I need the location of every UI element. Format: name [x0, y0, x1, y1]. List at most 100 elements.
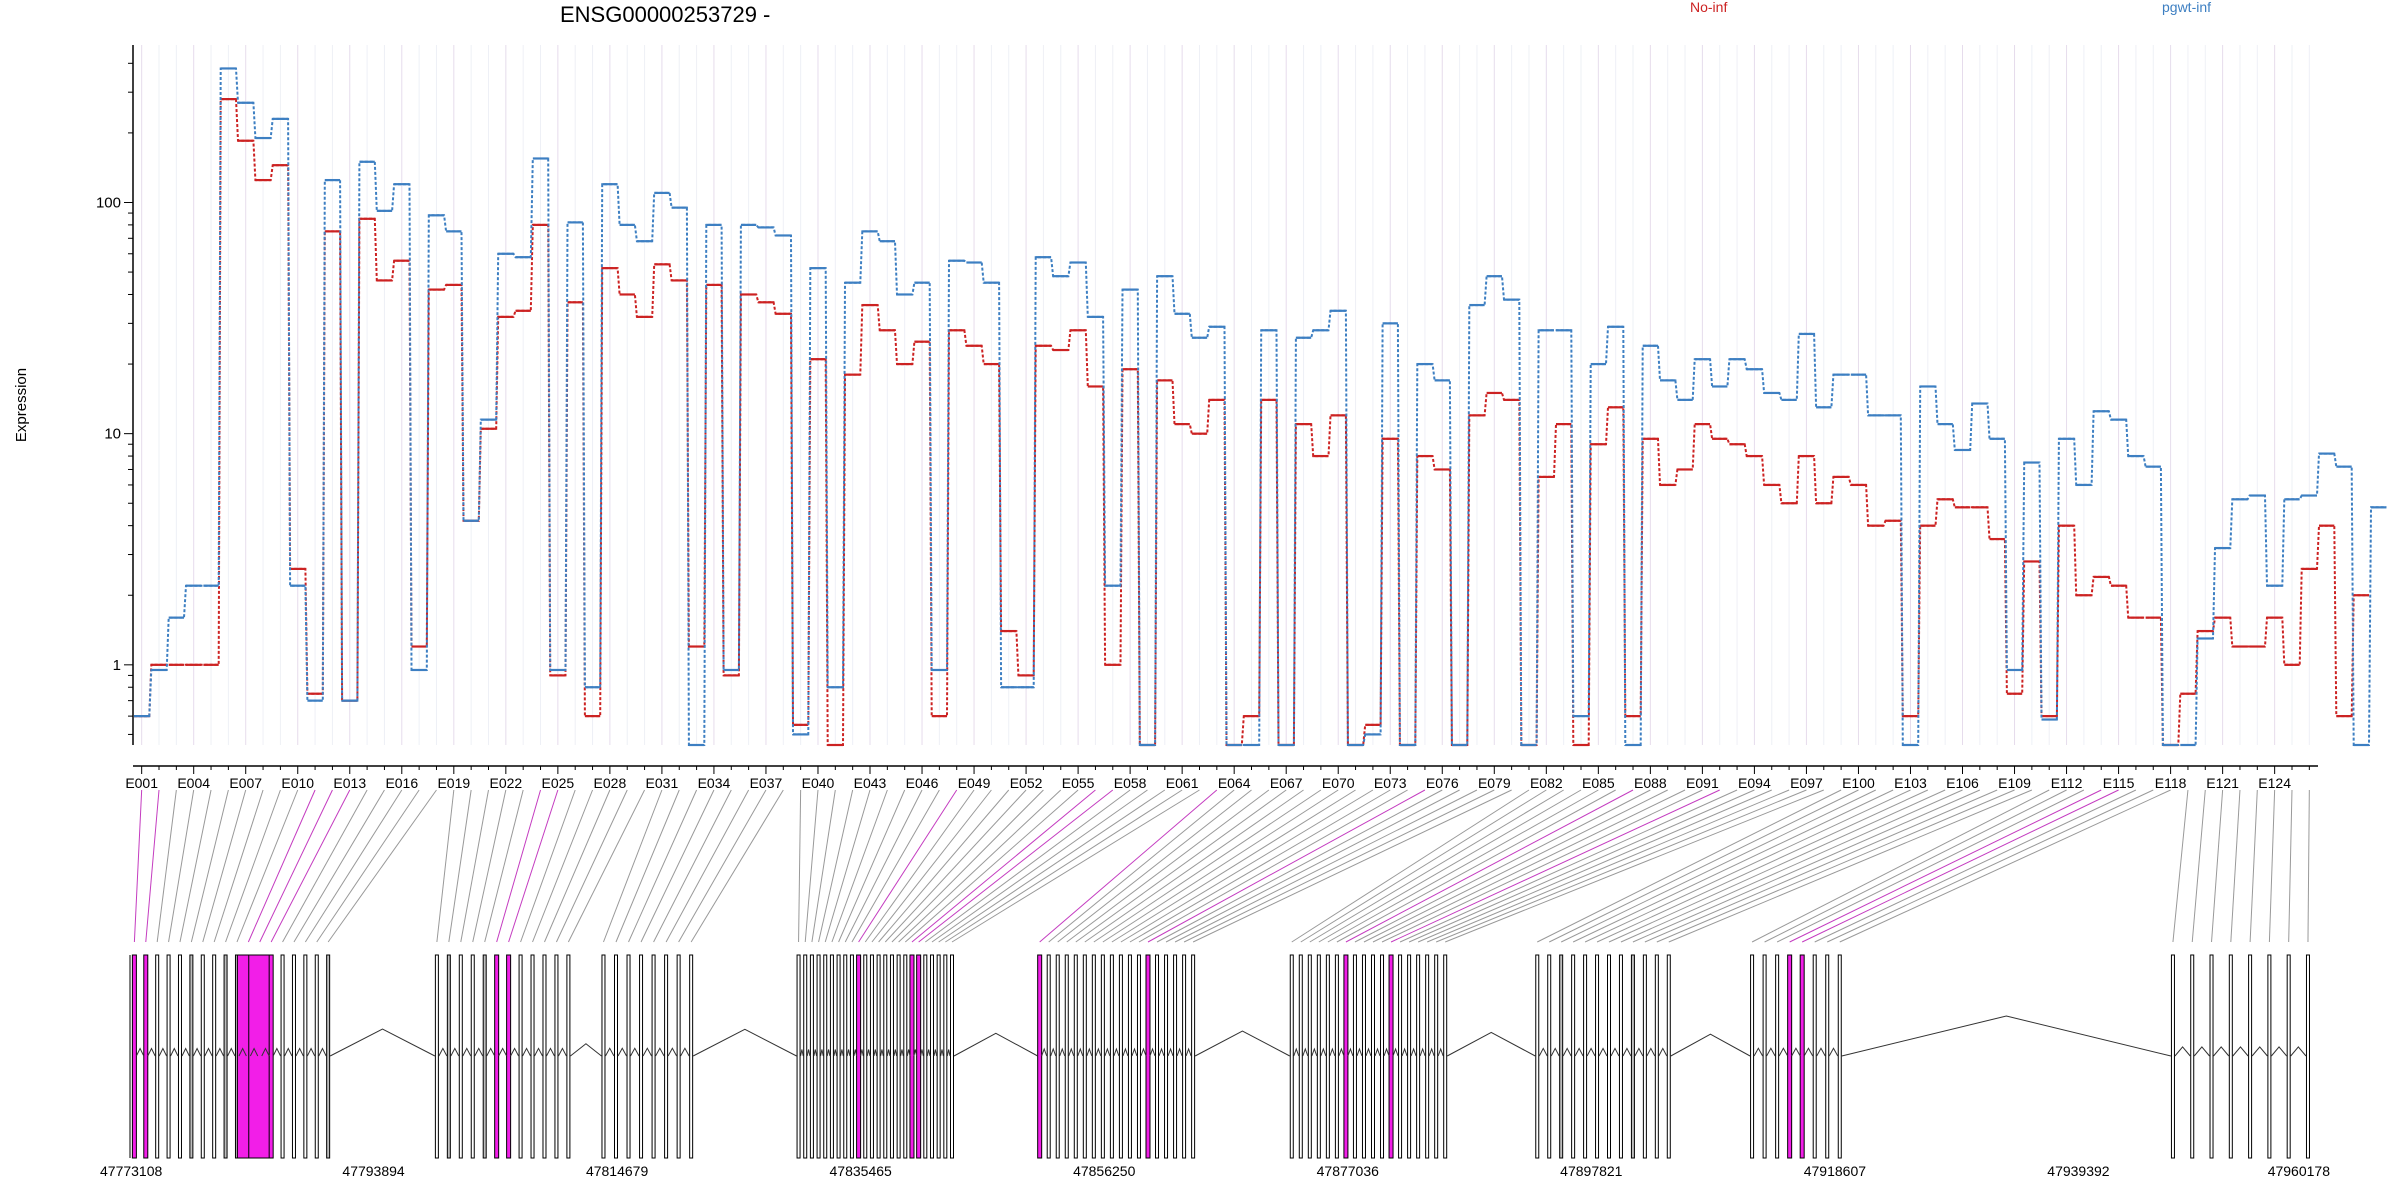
y-tick-label: 10 [104, 426, 121, 443]
intron-12 [261, 1047, 270, 1057]
exon-label: E112 [2051, 775, 2083, 791]
intron-59 [933, 1049, 938, 1057]
intron-19 [438, 1047, 448, 1057]
intron-82 [1302, 1047, 1309, 1057]
intron-76 [1158, 1047, 1165, 1057]
intron-42 [820, 1049, 824, 1057]
exon-block-5 [177, 954, 182, 1159]
connector-71 [1111, 789, 1356, 943]
connector-115 [1801, 789, 2119, 943]
chart-title: ENSG00000253729 - [560, 2, 770, 27]
exon-label: E022 [489, 775, 522, 791]
intron-77 [1167, 1047, 1174, 1057]
exon-block-77 [1164, 954, 1169, 1159]
intron-9 [227, 1047, 236, 1057]
exon-label: E115 [2103, 775, 2135, 791]
exon-block-124 [2267, 954, 2272, 1159]
intron-92 [1392, 1047, 1399, 1057]
intron-27 [534, 1047, 543, 1057]
exon-block-38 [689, 954, 694, 1159]
exon-block-15 [291, 954, 296, 1159]
exon-block-51 [876, 954, 881, 1159]
connector-48 [858, 789, 958, 943]
connector-100 [1548, 789, 1859, 943]
intron-78 [1176, 1047, 1183, 1057]
exon-block-63 [1037, 954, 1043, 1159]
connector-99 [1537, 789, 1842, 943]
exon-label: E025 [542, 775, 575, 791]
intron-105 [1610, 1047, 1620, 1057]
genomic-tick-label: 47939392 [2047, 1163, 2110, 1179]
intron-11 [249, 1047, 259, 1057]
exon-block-47 [849, 954, 854, 1159]
exon-label: E097 [1790, 775, 1823, 791]
intron-103 [1586, 1047, 1596, 1057]
connector-24 [496, 789, 542, 943]
connector-126 [2307, 789, 2310, 943]
intron-65 [1059, 1047, 1066, 1057]
intron-93 [1401, 1047, 1408, 1057]
intron-60 [940, 1049, 944, 1057]
exon-block-35 [651, 954, 656, 1159]
connector-104 [1596, 789, 1929, 943]
connector-116 [1814, 789, 2137, 943]
intron-117 [1828, 1047, 1839, 1057]
connector-3 [156, 789, 177, 943]
exon-block-50 [869, 954, 874, 1159]
connector-16 [304, 789, 403, 943]
intron-58 [926, 1049, 931, 1057]
exon-block-115 [1799, 954, 1805, 1159]
connector-60 [938, 789, 1166, 943]
connector-35 [653, 789, 732, 943]
exon-block-19 [434, 954, 439, 1159]
intron-106 [1622, 1047, 1632, 1057]
exon-block-100 [1547, 954, 1552, 1159]
connector-66 [1066, 789, 1270, 943]
intron-69 [1095, 1047, 1102, 1057]
exon-block-82 [1298, 954, 1303, 1159]
exon-label: E064 [1218, 775, 1251, 791]
legend-no-inf: No-inf [1690, 0, 1727, 15]
connector-94 [1408, 789, 1755, 943]
intron-81 [1293, 1047, 1300, 1057]
exon-block-112 [1762, 954, 1767, 1159]
connector-50 [871, 789, 992, 943]
intron-84 [1320, 1047, 1327, 1057]
exon-label: E085 [1582, 775, 1615, 791]
exon-connectors [133, 789, 2310, 943]
exon-block-90 [1370, 954, 1375, 1159]
intron-110 [1670, 1033, 1751, 1057]
exon-block-126 [2305, 954, 2310, 1159]
intron-125 [2290, 1046, 2307, 1057]
exon-block-120 [2190, 954, 2195, 1159]
connector-96 [1426, 789, 1790, 943]
exon-block-55 [903, 954, 908, 1159]
connector-45 [838, 789, 906, 943]
intron-17 [318, 1047, 327, 1057]
connector-30 [567, 789, 646, 943]
intron-124 [2271, 1046, 2288, 1057]
intron-62 [953, 1032, 1038, 1057]
exon-block-48 [856, 954, 862, 1159]
intron-104 [1598, 1047, 1608, 1057]
connector-75 [1147, 789, 1426, 943]
intron-88 [1356, 1047, 1363, 1057]
exon-block-102 [1571, 954, 1576, 1159]
connector-64 [1048, 789, 1235, 943]
connector-83 [1309, 789, 1564, 943]
exon-block-99 [1535, 954, 1540, 1159]
intron-18 [329, 1028, 436, 1057]
intron-54 [900, 1049, 904, 1057]
exon-label: E031 [646, 775, 679, 791]
intron-15 [295, 1047, 304, 1057]
exon-block-65 [1055, 954, 1060, 1159]
intron-57 [920, 1049, 924, 1057]
y-tick-label: 100 [96, 194, 121, 211]
exon-label: E040 [802, 775, 835, 791]
y-axis: 1 10 100 [96, 45, 134, 745]
connector-121 [2211, 789, 2224, 943]
exon-block-110 [1666, 954, 1671, 1159]
exon-label: E073 [1374, 775, 1407, 791]
connector-23 [484, 789, 524, 943]
connector-28 [544, 789, 611, 943]
